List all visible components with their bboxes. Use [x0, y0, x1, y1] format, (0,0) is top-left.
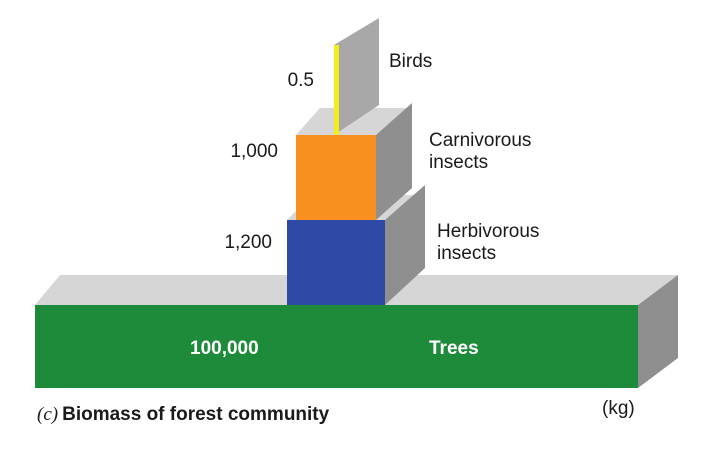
- herbivorous-front-face: [287, 220, 385, 305]
- herbivorous-label-line-1: Herbivorous: [437, 221, 540, 242]
- herbivorous-label: Herbivorous insects: [437, 221, 539, 265]
- herbivorous-value: 1,200: [224, 232, 272, 253]
- unit-label: (kg): [602, 398, 635, 419]
- herbivorous-side-face: [385, 185, 425, 305]
- birds-back-face: [334, 18, 379, 135]
- birds-value: 0.5: [287, 70, 314, 91]
- trees-side-face: [638, 275, 678, 388]
- carnivorous-label-line-2: insects: [429, 152, 489, 173]
- birds-front-face: [334, 45, 339, 135]
- carnivorous-label-line-1: Carnivorous: [429, 130, 532, 151]
- trees-value: 100,000: [190, 338, 259, 359]
- trees-front-face: [35, 305, 638, 388]
- caption-title: Biomass of forest community: [62, 404, 330, 425]
- carnivorous-side-face: [376, 103, 412, 220]
- figure-caption: (c) Biomass of forest community: [37, 403, 329, 427]
- carnivorous-front-face: [296, 135, 376, 220]
- caption-letter: (c): [37, 404, 59, 425]
- carnivorous-value: 1,000: [230, 141, 278, 162]
- trees-label: Trees: [429, 338, 479, 359]
- carnivorous-label: Carnivorous insects: [429, 130, 531, 174]
- herbivorous-label-line-2: insects: [437, 243, 497, 264]
- birds-label: Birds: [389, 51, 433, 72]
